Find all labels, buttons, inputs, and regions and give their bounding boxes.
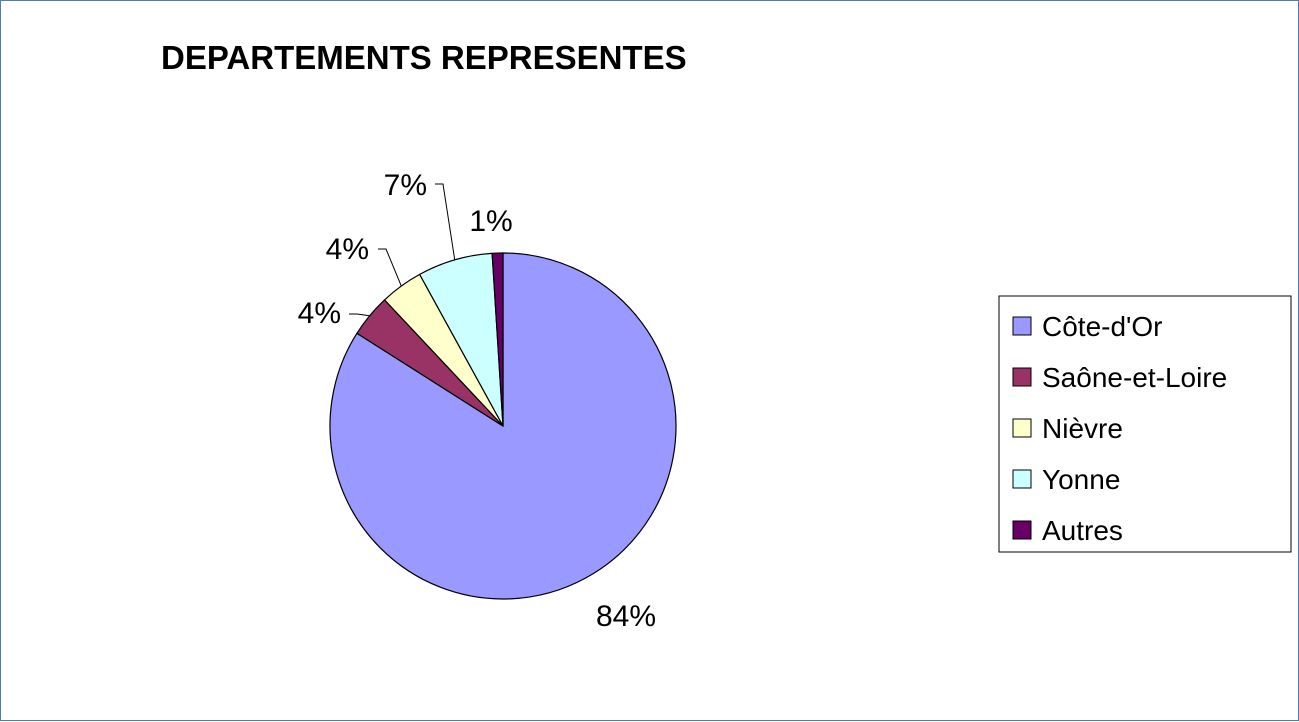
legend: Côte-d'Or Saône-et-Loire Nièvre Yonne Autres — [998, 295, 1292, 553]
data-label: 4% — [326, 233, 369, 266]
data-label: 1% — [469, 205, 512, 238]
legend-box — [998, 295, 1292, 553]
legend-swatch — [1012, 316, 1032, 336]
legend-label: Nièvre — [1042, 413, 1123, 444]
leader-line — [378, 248, 402, 287]
chart-title: DEPARTEMENTS REPRESENTES — [161, 39, 687, 76]
legend-label: Saône-et-Loire — [1042, 362, 1227, 393]
legend-swatch — [1012, 469, 1032, 489]
pie-slices — [329, 252, 677, 600]
legend-swatch — [1012, 520, 1032, 540]
leader-lines — [349, 183, 456, 317]
leader-line — [349, 313, 370, 317]
legend-swatch — [1012, 418, 1032, 438]
data-label: 4% — [298, 297, 341, 330]
data-label: 7% — [384, 169, 427, 202]
leader-line — [435, 183, 456, 260]
data-labels: 84% 4% 4% 7% 1% — [298, 169, 656, 633]
legend-label: Côte-d'Or — [1042, 311, 1163, 342]
legend-swatch — [1012, 367, 1032, 387]
pie-slice-autres — [491, 252, 504, 427]
data-label: 84% — [596, 600, 656, 633]
legend-label: Yonne — [1042, 464, 1120, 495]
legend-label: Autres — [1042, 515, 1123, 546]
